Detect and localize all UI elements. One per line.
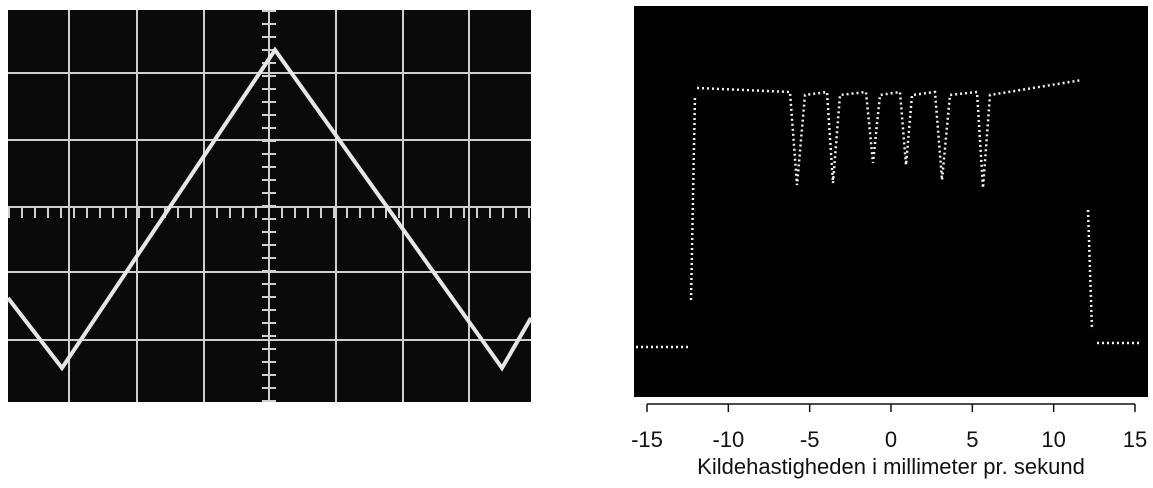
x-tick-label: -15 xyxy=(631,427,663,452)
oscilloscope-panel xyxy=(8,10,531,402)
x-tick-label: 5 xyxy=(966,427,978,452)
x-tick-label: -10 xyxy=(712,427,744,452)
x-tick-label: 0 xyxy=(885,427,897,452)
spectrum-panel xyxy=(634,6,1148,397)
figure: Kildehastigheden i millimeter pr. sekund… xyxy=(0,0,1153,488)
screen xyxy=(634,6,1148,397)
x-tick-label: 15 xyxy=(1123,427,1147,452)
x-tick-label: -5 xyxy=(800,427,820,452)
x-axis-title: Kildehastigheden i millimeter pr. sekund xyxy=(697,454,1085,479)
x-tick-label: 10 xyxy=(1041,427,1065,452)
